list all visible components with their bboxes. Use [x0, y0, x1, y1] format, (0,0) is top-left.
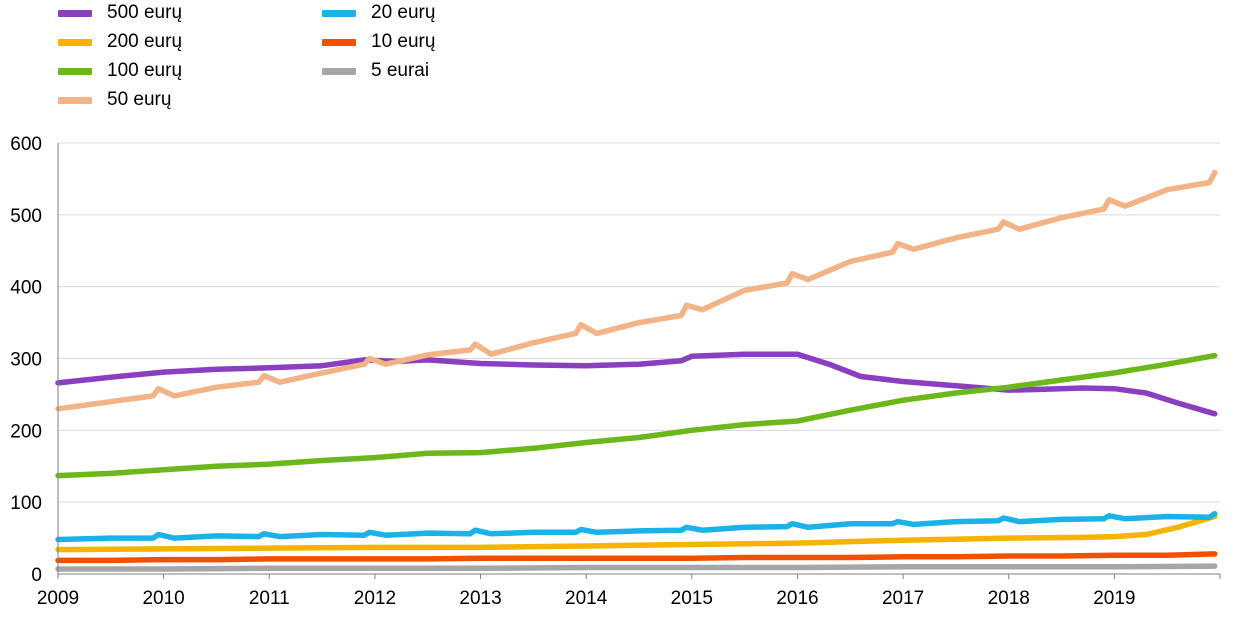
legend-item-10: 10 eurų	[322, 28, 435, 56]
y-tick-label: 500	[10, 206, 42, 227]
y-tick-label: 300	[10, 350, 42, 371]
x-axis-tick-labels: 2009 2010 2011 2012 2013 2014 2015 2016 2017 2018…	[37, 588, 1136, 609]
legend-label-50: 50 eurų	[107, 89, 172, 110]
x-tick-label: 2018	[988, 588, 1030, 609]
x-tick-label: 2014	[565, 588, 608, 609]
legend-swatch-10	[322, 38, 356, 46]
x-tick-label: 2016	[776, 588, 818, 609]
legend-label-500: 500 eurų	[107, 2, 183, 23]
y-tick-label: 600	[10, 134, 42, 155]
x-tick-label: 2017	[882, 588, 924, 609]
series-line	[55, 513, 1218, 553]
legend-label-200: 200 eurų	[107, 31, 183, 52]
series-line	[55, 510, 1218, 543]
y-tick-label: 400	[10, 278, 42, 299]
legend-swatch-200	[58, 38, 92, 46]
legend-item-20: 20 eurų	[322, 0, 435, 27]
legend-swatch-20	[322, 9, 356, 17]
legend-label-10: 10 eurų	[371, 31, 436, 52]
x-tick-label: 2013	[459, 588, 501, 609]
x-tick-label: 2012	[354, 588, 396, 609]
series-line	[55, 352, 1218, 479]
legend-swatch-5	[322, 67, 356, 75]
legend-item-100: 100 eurų	[58, 57, 182, 85]
legend-label-20: 20 eurų	[371, 2, 436, 23]
x-tick-label: 2010	[142, 588, 184, 609]
gridlines	[58, 142, 1220, 503]
y-tick-label: 100	[10, 493, 42, 514]
legend-label-100: 100 eurų	[107, 60, 183, 81]
series-lines	[55, 169, 1218, 572]
axes	[57, 143, 1221, 579]
series-line	[55, 551, 1218, 564]
series-line	[55, 351, 1218, 417]
x-tick-label: 2015	[671, 588, 713, 609]
legend-item-50: 50 eurų	[58, 86, 171, 114]
legend-item-5: 5 eurai	[322, 57, 429, 85]
y-tick-label: 0	[31, 565, 42, 586]
y-tick-label: 200	[10, 421, 42, 442]
y-axis-tick-labels: 0 100 200 300 400 500 600	[10, 134, 42, 586]
legend-item-200: 200 eurų	[58, 28, 182, 56]
legend-swatch-500	[58, 9, 92, 17]
x-tick-label: 2011	[249, 588, 290, 609]
series-line	[55, 169, 1218, 412]
series-line	[55, 563, 1218, 572]
legend-swatch-50	[58, 96, 92, 104]
legend-swatch-100	[58, 67, 92, 75]
x-tick-label: 2019	[1093, 588, 1135, 609]
legend-item-500: 500 eurų	[58, 0, 182, 27]
x-tick-label: 2009	[37, 588, 79, 609]
legend-label-5: 5 eurai	[371, 60, 430, 81]
legend: 500 eurų 200 eurų 100 eurų 50 eurų 20 eu…	[0, 0, 700, 118]
